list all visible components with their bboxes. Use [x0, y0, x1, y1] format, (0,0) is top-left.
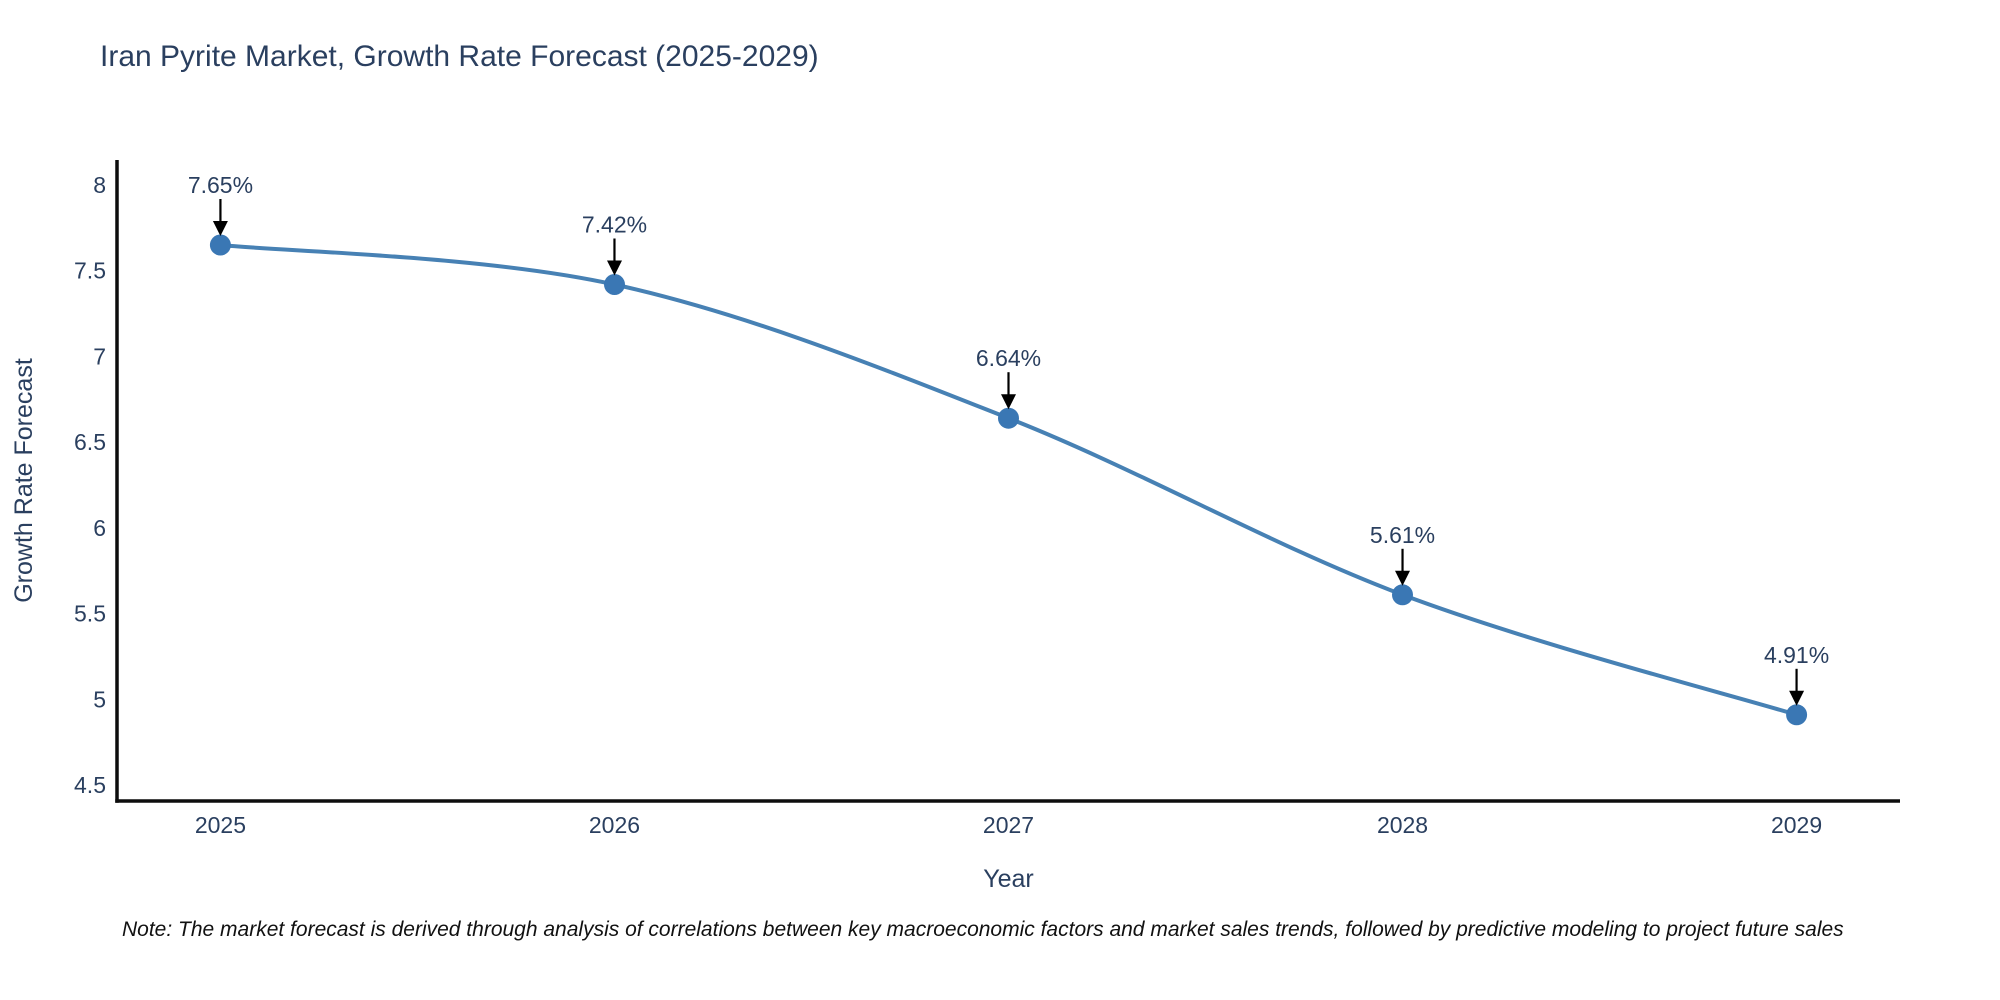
annotation-arrowhead: [212, 221, 228, 236]
data-point-label: 7.42%: [582, 212, 647, 238]
annotation-arrowhead: [1395, 570, 1410, 586]
footnote: Note: The market forecast is derived thr…: [122, 918, 1844, 941]
y-tick-label: 7.5: [74, 258, 106, 284]
annotation-arrowhead: [1789, 690, 1805, 706]
data-point-label: 5.61%: [1370, 522, 1435, 548]
y-tick-label: 5.5: [74, 601, 106, 627]
annotation-arrowhead: [607, 260, 622, 276]
annotation-arrowhead: [1001, 394, 1016, 410]
y-tick-label: 4.5: [74, 772, 106, 798]
data-point-marker: [998, 407, 1019, 429]
data-point-label: 7.65%: [188, 172, 253, 198]
x-tick-label: 2025: [195, 812, 246, 838]
y-tick-label: 5: [93, 686, 106, 712]
series-line: [220, 243, 1798, 717]
y-tick-label: 6.5: [74, 429, 106, 455]
y-tick-label: 8: [93, 172, 106, 198]
x-tick-label: 2027: [983, 812, 1034, 838]
data-point-marker: [604, 274, 625, 295]
y-tick-label: 6: [93, 515, 106, 541]
y-axis-title: Growth Rate Forecast: [10, 358, 38, 603]
data-point-marker: [1786, 704, 1808, 726]
data-point-marker: [1392, 584, 1413, 606]
data-point-label: 6.64%: [976, 345, 1041, 371]
x-tick-label: 2026: [589, 812, 640, 838]
data-point-marker: [209, 234, 231, 256]
data-point-label: 4.91%: [1764, 642, 1829, 668]
x-axis-title: Year: [983, 865, 1034, 893]
y-tick-label: 7: [93, 343, 106, 369]
x-tick-label: 2029: [1771, 812, 1822, 838]
chart-title: Iran Pyrite Market, Growth Rate Forecast…: [100, 40, 819, 73]
x-tick-label: 2028: [1377, 812, 1428, 838]
